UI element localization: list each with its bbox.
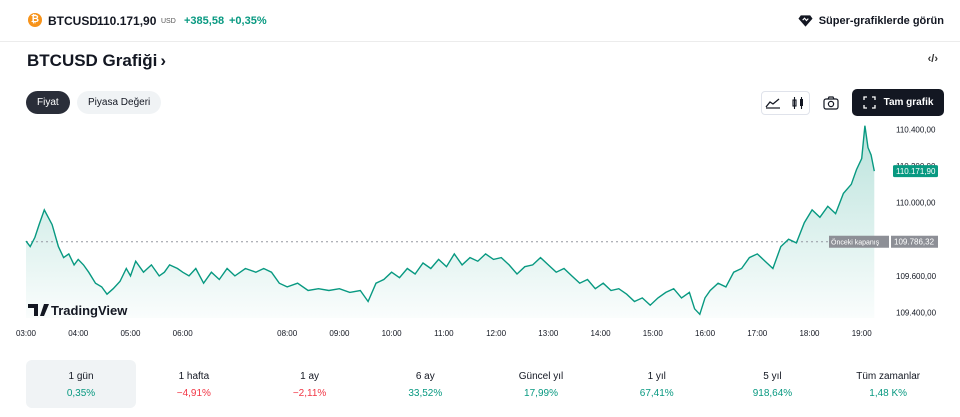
- period-change: 67,41%: [639, 388, 674, 399]
- candles-icon[interactable]: [786, 91, 810, 115]
- period-2[interactable]: 1 ay −2,11%: [252, 360, 368, 408]
- tradingview-wordmark: TradingView: [51, 303, 128, 318]
- fullscreen-icon: [862, 96, 876, 109]
- period-change: −2,11%: [292, 388, 327, 399]
- super-charts-label: Süper-grafiklerde görün: [818, 15, 944, 27]
- period-7[interactable]: Tüm zamanlar 1,48 K%: [830, 360, 946, 408]
- last-price: 110.171,90: [97, 14, 157, 28]
- tradingview-logo: TradingView: [28, 303, 128, 318]
- x-tick-label: 18:00: [799, 329, 820, 338]
- bitcoin-icon: ₿: [28, 13, 42, 27]
- tab-price[interactable]: Fiyat: [26, 91, 70, 114]
- price-change: +385,58: [184, 15, 225, 27]
- period-change: 17,99%: [524, 388, 558, 399]
- current-price-badge: [893, 165, 938, 178]
- super-charts-link[interactable]: Süper-grafiklerde görün: [798, 14, 944, 28]
- period-label: 1 gün: [68, 371, 94, 382]
- y-tick-label: 110.000,00: [896, 199, 936, 208]
- x-tick-label: 03:00: [16, 329, 37, 338]
- fullscreen-chart-button[interactable]: Tam grafik: [852, 89, 944, 116]
- price-area: [26, 125, 875, 318]
- period-1[interactable]: 1 hafta −4,91%: [136, 360, 252, 408]
- period-label: 1 ay: [300, 371, 320, 382]
- period-change: 1,48 K%: [869, 388, 908, 399]
- tradingview-logo-icon: [28, 304, 49, 316]
- x-tick-label: 10:00: [382, 329, 403, 338]
- prev-close-label: Önceki kapanış: [831, 239, 880, 247]
- x-tick-label: 04:00: [68, 329, 89, 338]
- period-change: 33,52%: [408, 388, 443, 399]
- camera-icon[interactable]: [819, 91, 843, 115]
- super-charts-icon: [798, 15, 813, 27]
- period-5[interactable]: 1 yıl 67,41%: [599, 360, 715, 408]
- x-tick-label: 14:00: [591, 329, 612, 338]
- embed-code-icon[interactable]: ‹/›: [927, 53, 938, 65]
- fullscreen-label: Tam grafik: [883, 97, 934, 108]
- performance-periods: 1 gün 0,35% 1 hafta −4,91% 1 ay −2,11% 6 ay 33,…: [26, 360, 946, 408]
- period-4[interactable]: Güncel yıl 17,99%: [483, 360, 599, 408]
- prev-close-value: 109.786,32: [894, 238, 935, 247]
- price-chart[interactable]: 110.400,00110.200,00110.000,00109.600,00…: [0, 122, 960, 350]
- y-tick-label: 110.400,00: [896, 125, 936, 134]
- symbol-header: ₿ BTCUSD 110.171,90 USD +385,58 +0,35% S…: [0, 0, 960, 42]
- x-tick-label: 19:00: [852, 329, 873, 338]
- period-6[interactable]: 5 yıl 918,64%: [715, 360, 831, 408]
- area-chart-icon[interactable]: [761, 91, 785, 115]
- period-0[interactable]: 1 gün 0,35%: [26, 360, 136, 408]
- x-tick-label: 15:00: [643, 329, 664, 338]
- x-tick-label: 05:00: [120, 329, 141, 338]
- price-currency: USD: [161, 18, 176, 25]
- period-change: 0,35%: [66, 388, 96, 399]
- period-label: Tüm zamanlar: [856, 371, 921, 382]
- x-tick-label: 11:00: [434, 329, 454, 338]
- symbol-name[interactable]: BTCUSD: [48, 14, 98, 28]
- x-tick-label: 13:00: [538, 329, 559, 338]
- period-label: Güncel yıl: [518, 371, 564, 382]
- period-3[interactable]: 6 ay 33,52%: [367, 360, 483, 408]
- period-label: 6 ay: [415, 371, 435, 382]
- x-tick-label: 06:00: [173, 329, 194, 338]
- y-tick-label: 109.600,00: [896, 272, 937, 281]
- price-change-percent: +0,35%: [229, 15, 267, 27]
- period-label: 1 hafta: [178, 371, 210, 382]
- x-tick-label: 09:00: [329, 329, 350, 338]
- period-label: 5 yıl: [763, 371, 782, 382]
- tab-market-cap[interactable]: Piyasa Değeri: [77, 91, 162, 114]
- x-tick-label: 08:00: [277, 329, 298, 338]
- chart-style-group: [761, 91, 810, 115]
- y-tick-label: 109.400,00: [896, 309, 937, 318]
- prev-close-value-badge: [891, 235, 938, 248]
- current-price-label: 110.171,90: [896, 167, 936, 176]
- period-change: −4,91%: [176, 388, 211, 399]
- period-change: 918,64%: [752, 388, 793, 399]
- prev-close-tag: [829, 235, 889, 248]
- price-line: [25, 125, 875, 316]
- chart-title-link[interactable]: BTCUSD Grafiği ›: [27, 51, 166, 71]
- x-tick-label: 12:00: [486, 329, 507, 338]
- period-label: 1 yıl: [647, 371, 666, 382]
- page-title: BTCUSD Grafiği: [27, 51, 158, 70]
- x-tick-label: 17:00: [747, 329, 768, 338]
- chevron-right-icon: ›: [160, 51, 167, 70]
- x-tick-label: 16:00: [695, 329, 716, 338]
